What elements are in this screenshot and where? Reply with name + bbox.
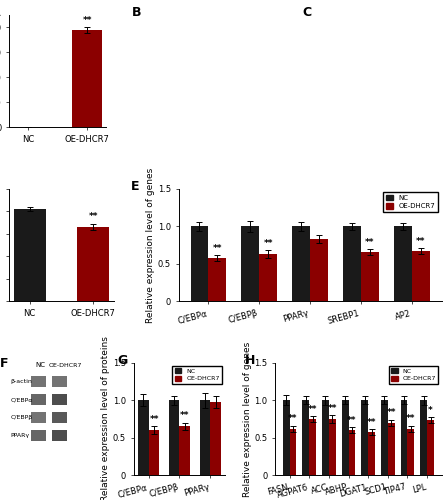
Bar <box>408 428 414 475</box>
Bar <box>388 422 395 475</box>
Bar <box>309 419 316 475</box>
Y-axis label: Relative expression level of genes: Relative expression level of genes <box>243 342 252 496</box>
Text: **: ** <box>416 236 425 246</box>
Bar <box>348 430 355 475</box>
Bar <box>169 400 179 475</box>
Bar <box>342 400 348 475</box>
Bar <box>283 400 289 475</box>
Text: β-actin: β-actin <box>10 380 32 384</box>
Bar <box>190 226 208 301</box>
Bar <box>241 226 259 301</box>
Text: C/EBPβ: C/EBPβ <box>10 416 33 420</box>
Legend: NC, OE-DHCR7: NC, OE-DHCR7 <box>173 366 222 384</box>
Text: B: B <box>132 6 141 19</box>
Bar <box>289 428 297 475</box>
Bar <box>329 419 336 475</box>
FancyBboxPatch shape <box>31 376 46 388</box>
Text: **: ** <box>89 212 98 221</box>
Text: **: ** <box>149 415 159 424</box>
Text: C: C <box>302 6 311 19</box>
Bar <box>149 430 159 475</box>
Bar <box>208 258 226 301</box>
Text: **: ** <box>212 244 222 253</box>
Text: **: ** <box>367 418 376 427</box>
Bar <box>199 400 210 475</box>
Bar <box>179 426 190 475</box>
Bar <box>14 209 45 301</box>
Text: G: G <box>117 354 128 367</box>
Text: C/EBPα: C/EBPα <box>10 398 33 402</box>
Bar <box>292 226 310 301</box>
Bar <box>394 226 412 301</box>
Text: PPARγ: PPARγ <box>10 433 29 438</box>
Bar <box>210 402 221 475</box>
Text: *: * <box>428 406 433 415</box>
Bar <box>259 254 277 301</box>
Bar <box>72 30 102 127</box>
FancyBboxPatch shape <box>31 412 46 424</box>
Bar <box>361 400 368 475</box>
Text: A: A <box>0 6 1 19</box>
Bar <box>310 239 328 301</box>
Text: NC: NC <box>35 362 45 368</box>
FancyBboxPatch shape <box>52 376 66 388</box>
FancyBboxPatch shape <box>52 412 66 424</box>
Bar <box>302 400 309 475</box>
Text: OE-DHCR7: OE-DHCR7 <box>48 364 82 368</box>
Bar <box>368 432 375 475</box>
Text: E: E <box>131 180 140 193</box>
Text: **: ** <box>406 414 416 424</box>
Text: **: ** <box>347 416 357 425</box>
Bar <box>427 420 434 475</box>
Bar <box>78 227 109 301</box>
Bar <box>361 252 379 301</box>
Text: **: ** <box>365 238 375 247</box>
FancyBboxPatch shape <box>52 394 66 406</box>
Y-axis label: Relative expression level of genes: Relative expression level of genes <box>146 168 155 322</box>
Legend: NC, OE-DHCR7: NC, OE-DHCR7 <box>389 366 438 384</box>
Text: H: H <box>245 354 256 367</box>
Text: **: ** <box>180 412 190 420</box>
Y-axis label: Relative expression level of proteins: Relative expression level of proteins <box>101 336 110 500</box>
Bar <box>138 400 149 475</box>
Text: **: ** <box>288 414 298 424</box>
Bar <box>322 400 329 475</box>
FancyBboxPatch shape <box>31 394 46 406</box>
Text: **: ** <box>327 404 337 413</box>
Text: **: ** <box>387 408 396 418</box>
Text: F: F <box>0 357 8 370</box>
Text: **: ** <box>83 16 92 25</box>
Text: **: ** <box>263 239 273 248</box>
Legend: NC, OE-DHCR7: NC, OE-DHCR7 <box>383 192 438 212</box>
Bar <box>412 251 429 301</box>
Bar <box>401 400 408 475</box>
Bar <box>343 226 361 301</box>
FancyBboxPatch shape <box>52 430 66 442</box>
FancyBboxPatch shape <box>31 430 46 442</box>
Bar <box>381 400 388 475</box>
Text: **: ** <box>308 404 318 413</box>
Bar <box>420 400 427 475</box>
